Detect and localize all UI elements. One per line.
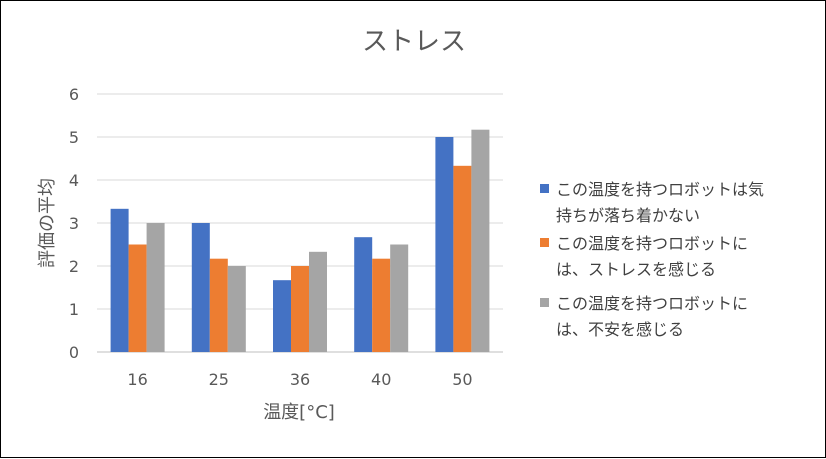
- bar-16-series-2: [128, 244, 147, 352]
- bar-36-series-2: [291, 266, 309, 352]
- bar-40-series-2: [372, 258, 391, 352]
- x-axis-ticks: 16 25 36 40 50: [127, 370, 472, 389]
- bar-25-series-3: [227, 266, 246, 352]
- y-axis-label: 評価の平均: [37, 178, 58, 268]
- y-tick-label: 0: [69, 343, 79, 362]
- legend-swatch: [540, 184, 549, 193]
- x-tick-label: 36: [290, 370, 310, 389]
- y-axis-ticks: 0 1 2 3 4 5 6: [69, 85, 79, 362]
- legend-entry-line: は、ストレスを感じる: [556, 260, 716, 279]
- x-tick-label: 50: [452, 370, 472, 389]
- legend-entry-line: この温度を持つロボットに: [556, 294, 748, 313]
- chart-title: ストレス: [362, 27, 466, 57]
- y-tick-label: 6: [69, 85, 79, 104]
- legend-entry-line: 持ちが落ち着かない: [556, 206, 700, 225]
- bar-16-series-3: [146, 223, 165, 352]
- bars: [110, 129, 490, 352]
- x-tick-label: 40: [371, 370, 391, 389]
- x-tick-label: 16: [127, 370, 147, 389]
- bar-25-series-1: [191, 223, 210, 352]
- legend-entry-line: は、不安を感じる: [556, 320, 684, 339]
- legend-swatch: [540, 238, 549, 247]
- bar-50-series-1: [435, 137, 454, 352]
- bar-50-series-2: [453, 165, 472, 352]
- bar-40-series-1: [354, 237, 373, 352]
- legend-swatch: [540, 298, 549, 307]
- bar-50-series-3: [471, 129, 490, 352]
- legend-entry-line: この温度を持つロボットは気: [556, 180, 764, 199]
- legend: この温度を持つロボットは気持ちが落ち着かないこの温度を持つロボットには、ストレス…: [540, 180, 764, 339]
- y-tick-label: 2: [69, 257, 79, 276]
- bar-36-series-3: [309, 251, 327, 352]
- y-tick-label: 4: [69, 171, 79, 190]
- y-tick-label: 5: [69, 128, 79, 147]
- legend-entry-line: この温度を持つロボットに: [556, 234, 748, 253]
- bar-40-series-3: [390, 244, 409, 352]
- x-tick-label: 25: [209, 370, 229, 389]
- x-axis-label: 温度[°C]: [263, 402, 335, 423]
- bar-36-series-1: [273, 280, 291, 352]
- y-tick-label: 3: [69, 214, 79, 233]
- bar-16-series-1: [110, 208, 129, 352]
- y-tick-label: 1: [69, 300, 79, 319]
- bar-25-series-2: [209, 258, 228, 352]
